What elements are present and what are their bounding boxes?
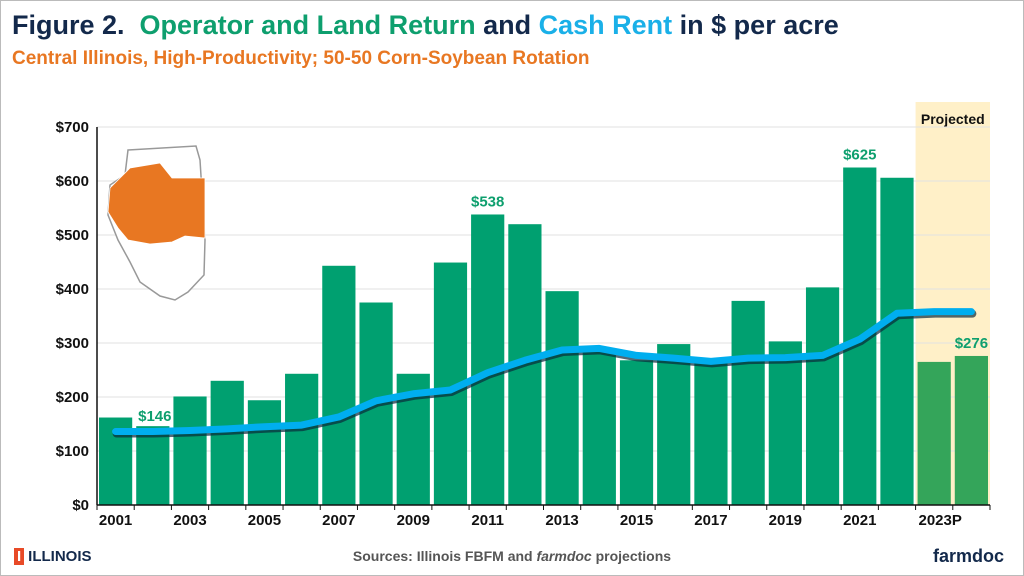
- projected-label: Projected: [921, 111, 985, 127]
- x-tick-label: 2011: [471, 512, 504, 529]
- bar-2007: [322, 265, 356, 505]
- sources-note: Sources: Illinois FBFM and farmdoc proje…: [352, 548, 672, 564]
- x-tick-label: 2005: [248, 512, 281, 529]
- bar-2002: [136, 426, 170, 505]
- bar-2022: [880, 177, 914, 505]
- bar-2019: [768, 341, 802, 505]
- data-label: $276: [955, 335, 988, 352]
- y-tick-label: $600: [56, 173, 89, 190]
- bar-2023: [917, 361, 951, 505]
- data-label: $146: [138, 408, 171, 425]
- y-tick-label: $100: [56, 443, 89, 460]
- bar-2005: [247, 400, 282, 505]
- chart-title: Figure 2. Operator and Land Return and C…: [12, 10, 839, 40]
- bar-2003: [173, 396, 207, 505]
- x-tick-label: 2019: [769, 512, 802, 529]
- x-tick-label: 2023P: [919, 512, 962, 529]
- data-label: $538: [471, 193, 504, 210]
- bar-2018: [731, 300, 765, 505]
- y-tick-label: $200: [56, 389, 89, 406]
- x-tick-label: 2009: [397, 512, 430, 529]
- y-tick-label: $700: [56, 119, 89, 136]
- illinois-logo: I ILLINOIS: [14, 548, 92, 565]
- cash-rent-line: [112, 308, 975, 436]
- bar-2017: [694, 360, 728, 505]
- x-tick-label: 2013: [545, 512, 578, 529]
- x-tick-label: 2001: [99, 512, 132, 529]
- chart-subtitle: Central Illinois, High-Productivity; 50-…: [12, 48, 590, 69]
- bar-2004: [210, 380, 244, 505]
- bar-2015: [619, 360, 654, 505]
- x-tick-label: 2015: [620, 512, 653, 529]
- x-tick-label: 2003: [173, 512, 206, 529]
- farmdoc-logo: farmdoc: [932, 546, 1004, 566]
- data-label: $625: [843, 147, 876, 164]
- y-tick-label: $400: [56, 281, 89, 298]
- y-tick-label: $0: [72, 497, 89, 514]
- bar-2006: [285, 373, 319, 505]
- bar-2020: [805, 287, 840, 505]
- x-tick-label: 2007: [322, 512, 355, 529]
- y-tick-label: $300: [56, 335, 89, 352]
- x-tick-label: 2017: [694, 512, 727, 529]
- central-illinois-region: [107, 162, 206, 245]
- y-tick-label: $500: [56, 227, 89, 244]
- x-tick-label: 2021: [843, 512, 876, 529]
- bar-2024: [954, 355, 988, 505]
- bar-2011: [471, 214, 505, 506]
- bar-2016: [657, 344, 691, 505]
- bar-2014: [582, 348, 616, 505]
- bar-2013: [545, 291, 579, 505]
